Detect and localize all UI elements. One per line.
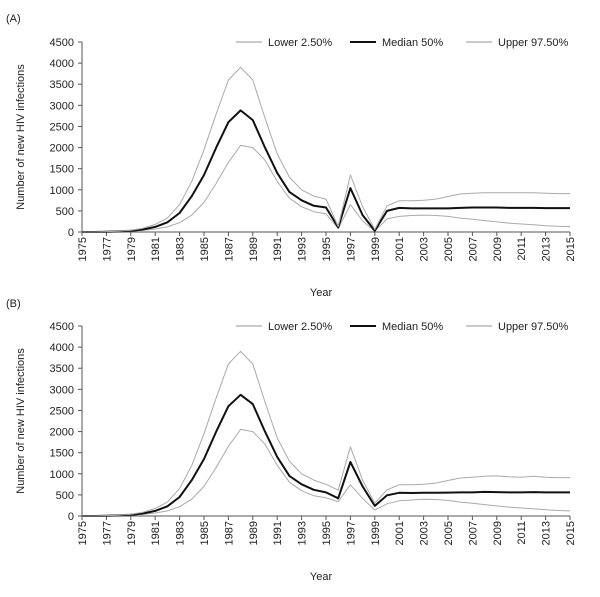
legend-item: Upper 97.50% [466, 37, 569, 49]
y-tick-label: 1000 [50, 185, 74, 197]
legend-item: Upper 97.50% [466, 321, 569, 333]
y-tick-label: 2000 [50, 427, 74, 439]
y-tick-label: 2500 [50, 121, 74, 133]
x-tick-label: 1989 [248, 521, 260, 545]
x-tick-label: 1995 [321, 521, 333, 545]
y-tick-label: 2000 [50, 143, 74, 155]
y-tick-label: 4500 [50, 321, 74, 333]
x-tick-label: 2015 [565, 521, 577, 545]
chart-panel-b: (B) 0 500 1000 1500 2000 2500 3000 3500 4000 4500 1… [6, 298, 577, 583]
x-tick-label: 2005 [443, 521, 455, 545]
x-tick-label: 1999 [370, 521, 382, 545]
y-tick-label: 2500 [50, 405, 74, 417]
panel-label: (A) [6, 13, 21, 25]
x-tick-label: 2003 [419, 521, 431, 545]
x-tick-label: 1997 [345, 521, 357, 545]
x-tick-label: 1993 [297, 237, 309, 261]
legend-label: Median 50% [382, 37, 443, 49]
y-tick-label: 3000 [50, 384, 74, 396]
y-tick-label: 4500 [50, 37, 74, 49]
legend-label: Lower 2.50% [268, 321, 332, 333]
x-tick-label: 2005 [443, 237, 455, 261]
x-tick-label: 1999 [370, 237, 382, 261]
x-tick-label: 1993 [297, 521, 309, 545]
y-axis-label: Number of new HIV infections [15, 64, 27, 210]
legend-item: Lower 2.50% [236, 37, 332, 49]
series-line-upper [82, 350, 570, 517]
y-tick-label: 3500 [50, 363, 74, 375]
x-tick-label: 2009 [492, 521, 504, 545]
x-tick-label: 1989 [248, 237, 260, 261]
x-tick-label: 1983 [175, 237, 187, 261]
x-axis-label: Year [310, 287, 333, 299]
legend-label: Lower 2.50% [268, 37, 332, 49]
legend-label: Upper 97.50% [498, 321, 569, 333]
y-tick-label: 4000 [50, 342, 74, 354]
y-tick-label: 3500 [50, 79, 74, 91]
y-tick-label: 3000 [50, 100, 74, 112]
series-line-lower [82, 144, 571, 233]
y-tick-label: 1500 [50, 448, 74, 460]
x-tick-label: 1975 [77, 521, 89, 545]
legend-item: Median 50% [350, 321, 443, 333]
series-line-median [82, 393, 570, 517]
x-tick-label: 1985 [199, 237, 211, 261]
x-tick-label: 2001 [394, 521, 406, 545]
series-line-upper [82, 66, 570, 233]
panel-label: (B) [6, 298, 21, 310]
x-tick-label: 1991 [272, 237, 284, 261]
x-tick-label: 2015 [565, 237, 577, 261]
x-tick-label: 1975 [77, 237, 89, 261]
x-tick-label: 1983 [175, 521, 187, 545]
y-tick-label: 0 [68, 511, 74, 523]
legend-label: Upper 97.50% [498, 37, 569, 49]
y-tick-label: 500 [56, 206, 74, 218]
legend-item: Lower 2.50% [236, 321, 332, 333]
legend-item: Median 50% [350, 37, 443, 49]
x-tick-label: 2009 [492, 237, 504, 261]
y-tick-label: 4000 [50, 58, 74, 70]
x-tick-label: 1977 [101, 237, 113, 261]
series-line-median [82, 109, 570, 233]
x-tick-label: 1981 [150, 521, 162, 545]
x-tick-label: 1977 [101, 521, 113, 545]
chart-panel-a: (A) 0 500 1000 1500 2000 2500 3000 3500 4000 4500 1… [6, 13, 577, 299]
y-axis-label: Number of new HIV infections [15, 348, 27, 494]
x-tick-label: 1991 [272, 521, 284, 545]
y-tick-label: 1500 [50, 164, 74, 176]
x-tick-label: 2013 [541, 521, 553, 545]
x-tick-label: 1997 [345, 237, 357, 261]
y-tick-label: 0 [68, 227, 74, 239]
x-tick-label: 2013 [541, 237, 553, 261]
y-tick-label: 500 [56, 490, 74, 502]
x-tick-label: 1981 [150, 237, 162, 261]
series-line-lower [82, 428, 571, 517]
x-tick-label: 1987 [223, 237, 235, 261]
x-tick-label: 2011 [516, 237, 528, 261]
x-tick-label: 1979 [126, 521, 138, 545]
y-tick-label: 1000 [50, 469, 74, 481]
legend-label: Median 50% [382, 321, 443, 333]
x-tick-label: 2007 [467, 521, 479, 545]
x-tick-label: 1979 [126, 237, 138, 261]
x-tick-label: 1985 [199, 521, 211, 545]
x-tick-label: 2001 [394, 237, 406, 261]
x-tick-label: 2003 [419, 237, 431, 261]
x-axis-label: Year [310, 571, 333, 583]
x-tick-label: 2007 [467, 237, 479, 261]
x-tick-label: 1987 [223, 521, 235, 545]
x-tick-label: 2011 [516, 521, 528, 545]
x-tick-label: 1995 [321, 237, 333, 261]
